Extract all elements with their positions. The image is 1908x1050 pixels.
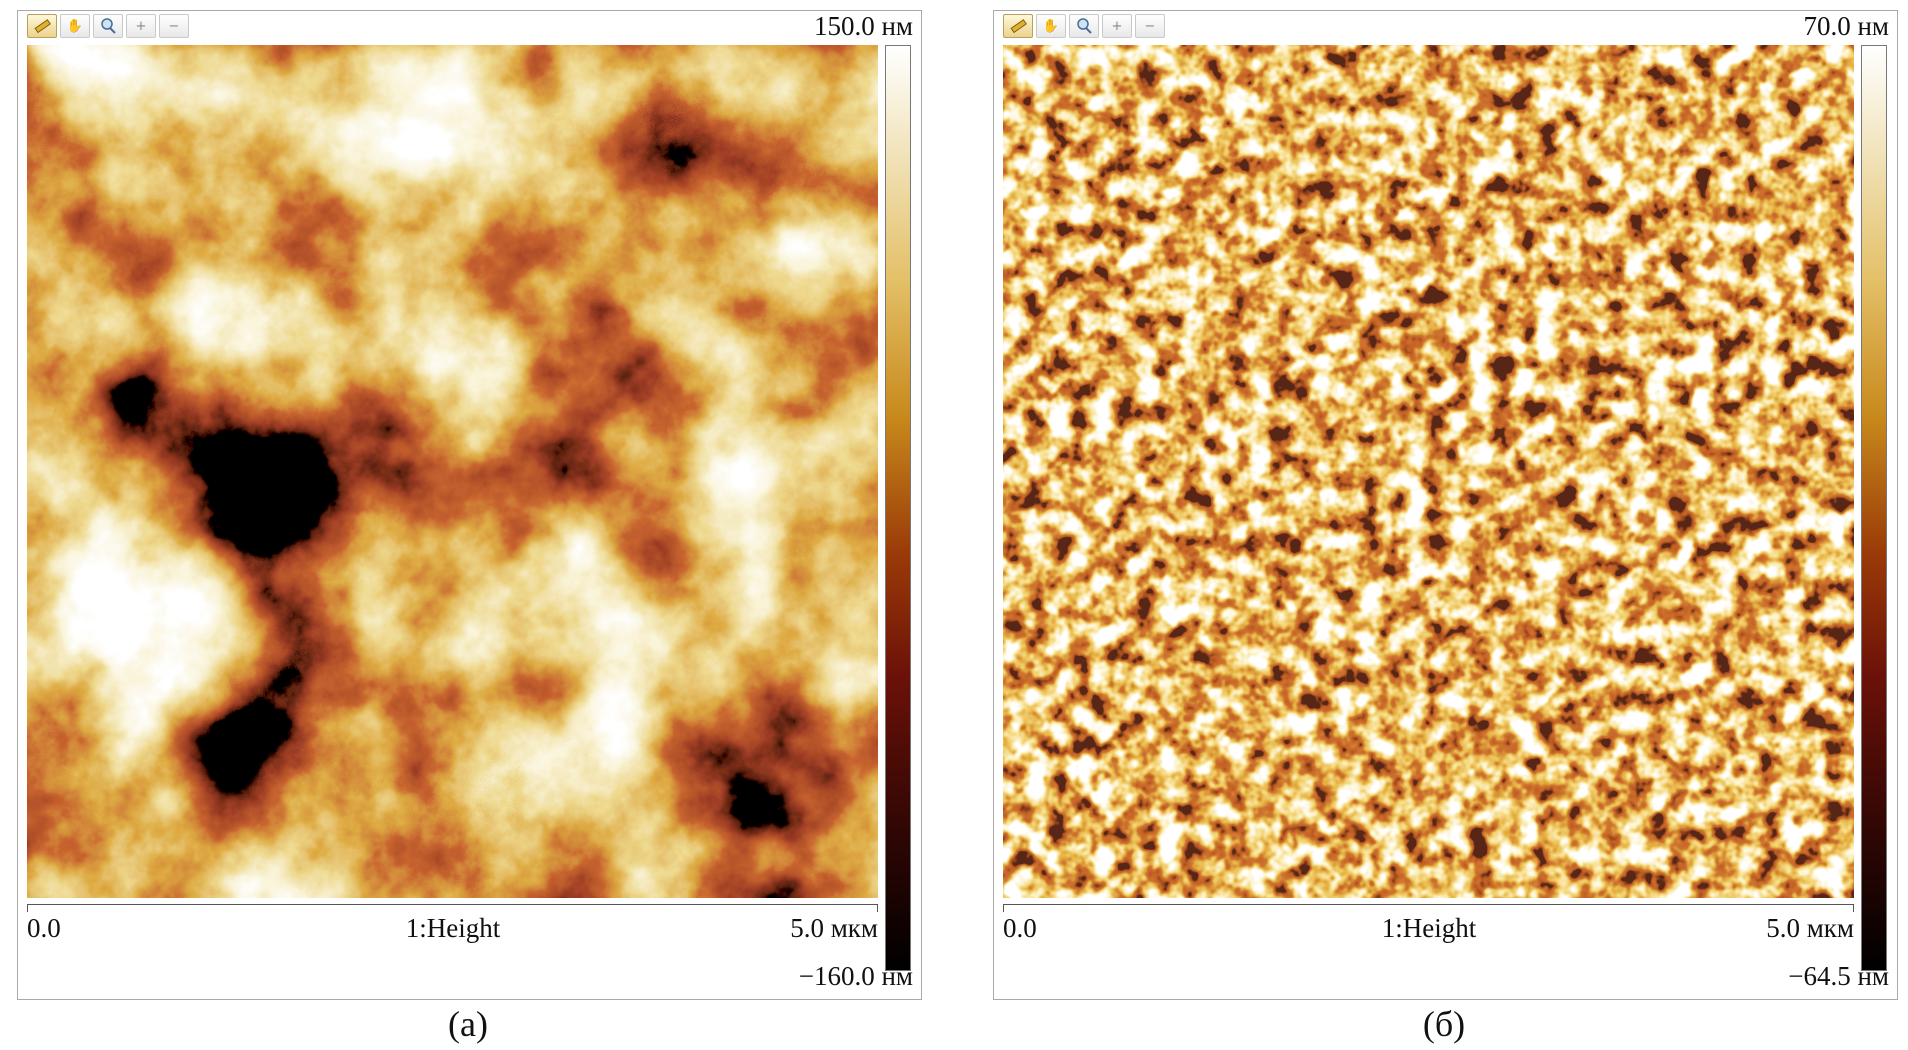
- zoom-in-icon[interactable]: +: [1102, 14, 1132, 38]
- x-axis-end-label: 5.0 мкм: [790, 913, 878, 943]
- pan-hand-icon[interactable]: ✋: [1036, 14, 1066, 38]
- x-axis-end-label: 5.0 мкм: [1766, 913, 1854, 943]
- x-axis-scale-line: [27, 904, 878, 905]
- ruler-icon[interactable]: [1003, 14, 1033, 38]
- height-map-image[interactable]: [1003, 45, 1854, 898]
- zoom-magnifier-icon[interactable]: [93, 14, 123, 38]
- afm-panel-b: ✋ + −: [993, 10, 1898, 1000]
- zoom-in-icon[interactable]: +: [126, 14, 156, 38]
- height-colorbar: [1861, 45, 1887, 971]
- figure-caption-b: (б): [1422, 1004, 1466, 1044]
- channel-label: 1:Height: [1381, 913, 1477, 943]
- x-axis-start-label: 0.0: [1003, 913, 1037, 943]
- x-axis-tick-start: [27, 904, 28, 912]
- height-colorbar: [885, 45, 911, 971]
- colorbar-min-label: −160.0 нм: [798, 961, 913, 991]
- height-map-image[interactable]: [27, 45, 878, 898]
- colorbar-max-label: 150.0 нм: [813, 11, 913, 41]
- figure-caption-a: (а): [448, 1004, 488, 1044]
- x-axis-tick-start: [1003, 904, 1004, 912]
- colorbar-min-label: −64.5 нм: [1788, 961, 1889, 991]
- zoom-magnifier-icon[interactable]: [1069, 14, 1099, 38]
- afm-panel-a: ✋ + −: [17, 10, 922, 1000]
- pan-hand-icon[interactable]: ✋: [60, 14, 90, 38]
- colorbar-max-label: 70.0 нм: [1803, 11, 1889, 41]
- x-axis-tick-end: [877, 904, 878, 912]
- x-axis-tick-end: [1853, 904, 1854, 912]
- zoom-out-icon[interactable]: −: [1135, 14, 1165, 38]
- channel-label: 1:Height: [405, 913, 501, 943]
- zoom-out-icon[interactable]: −: [159, 14, 189, 38]
- x-axis-start-label: 0.0: [27, 913, 61, 943]
- x-axis-scale-line: [1003, 904, 1854, 905]
- toolbar: ✋ + −: [1003, 14, 1165, 40]
- toolbar: ✋ + −: [27, 14, 189, 40]
- ruler-icon[interactable]: [27, 14, 57, 38]
